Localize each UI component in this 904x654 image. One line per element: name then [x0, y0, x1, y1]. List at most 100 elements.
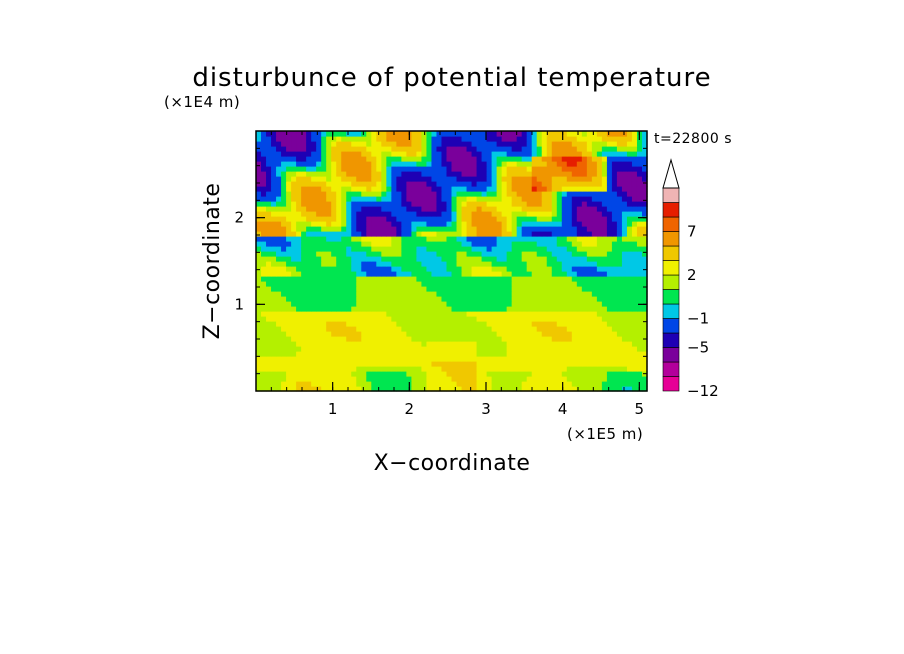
heatmap-cell — [591, 151, 598, 157]
x-tick-label: 2 — [405, 400, 415, 418]
heatmap-cell — [641, 331, 648, 337]
heatmap-cell — [611, 251, 618, 257]
heatmap-cell — [401, 251, 407, 257]
heatmap-cell — [566, 346, 573, 352]
heatmap-cell — [576, 131, 583, 137]
heatmap-cell — [296, 256, 302, 262]
heatmap-cell — [311, 231, 317, 237]
heatmap-cell — [596, 351, 603, 357]
heatmap-cell — [536, 376, 543, 382]
heatmap-cell — [341, 236, 347, 242]
heatmap-cell — [321, 366, 327, 372]
heatmap-cell — [271, 281, 277, 287]
heatmap-cell — [446, 181, 453, 187]
heatmap-cell — [521, 221, 528, 227]
heatmap-cell — [561, 201, 568, 207]
heatmap-cell — [446, 336, 453, 342]
heatmap-cell — [316, 136, 322, 142]
heatmap-cell — [606, 366, 613, 372]
heatmap-cell — [271, 286, 277, 292]
heatmap-cell — [386, 226, 392, 232]
heatmap-cell — [581, 206, 588, 212]
heatmap-cell — [441, 281, 448, 287]
heatmap-cell — [306, 166, 312, 172]
heatmap-cell — [541, 176, 548, 182]
heatmap-cell — [591, 211, 598, 217]
heatmap-cell — [491, 246, 498, 252]
heatmap-cell — [521, 236, 528, 242]
heatmap-cell — [421, 261, 428, 267]
heatmap-cell — [431, 351, 438, 357]
heatmap-cell — [511, 161, 518, 167]
heatmap-cell — [631, 351, 638, 357]
heatmap-cell — [306, 191, 312, 197]
heatmap-cell — [371, 161, 377, 167]
heatmap-cell — [401, 206, 407, 212]
heatmap-cell — [456, 286, 463, 292]
heatmap-cell — [626, 326, 633, 332]
heatmap-cell — [596, 216, 603, 222]
heatmap-cell — [256, 351, 262, 357]
heatmap-cell — [486, 296, 493, 302]
heatmap-cell — [601, 306, 608, 312]
heatmap-cell — [316, 231, 322, 237]
heatmap-cell — [576, 281, 583, 287]
heatmap-cell — [626, 236, 633, 242]
heatmap-cell — [331, 326, 337, 332]
heatmap-cell — [356, 181, 362, 187]
heatmap-cell — [616, 341, 623, 347]
heatmap-cell — [401, 166, 407, 172]
heatmap-cell — [421, 311, 428, 317]
heatmap-cell — [291, 371, 297, 377]
heatmap-cell — [411, 321, 418, 327]
heatmap-cell — [576, 201, 583, 207]
heatmap-cell — [401, 331, 407, 337]
heatmap-cell — [556, 341, 563, 347]
heatmap-cell — [606, 281, 613, 287]
heatmap-cell — [446, 236, 453, 242]
heatmap-cell — [411, 371, 418, 377]
heatmap-cell — [471, 346, 478, 352]
heatmap-cell — [406, 326, 412, 332]
heatmap-cell — [526, 296, 533, 302]
heatmap-cell — [541, 131, 548, 137]
heatmap-cell — [426, 321, 433, 327]
heatmap-cell — [281, 351, 287, 357]
heatmap-cell — [406, 271, 412, 277]
heatmap-cell — [306, 386, 312, 392]
heatmap-cell — [436, 191, 443, 197]
heatmap-cell — [541, 331, 548, 337]
heatmap-cell — [346, 211, 352, 217]
heatmap-cell — [351, 366, 357, 372]
heatmap-cell — [551, 206, 558, 212]
heatmap-cell — [516, 301, 523, 307]
heatmap-cell — [511, 351, 518, 357]
heatmap-cell — [266, 181, 272, 187]
heatmap-cell — [526, 146, 533, 152]
heatmap-cell — [311, 296, 317, 302]
heatmap-cell — [306, 221, 312, 227]
heatmap-cell — [471, 221, 478, 227]
x-tick-label: 4 — [558, 400, 568, 418]
heatmap-cell — [621, 266, 628, 272]
heatmap-cell — [556, 356, 563, 362]
heatmap-cell — [451, 271, 458, 277]
heatmap-cell — [451, 331, 458, 337]
heatmap-cell — [581, 201, 588, 207]
heatmap-cell — [371, 221, 377, 227]
heatmap-cell — [621, 346, 628, 352]
heatmap-cell — [426, 261, 433, 267]
heatmap-cell — [411, 151, 418, 157]
heatmap-cell — [466, 251, 473, 257]
heatmap-cell — [466, 206, 473, 212]
heatmap-cell — [416, 286, 423, 292]
heatmap-cell — [571, 161, 578, 167]
heatmap-cell — [301, 311, 307, 317]
heatmap-cell — [431, 211, 438, 217]
heatmap-cell — [376, 226, 382, 232]
heatmap-cell — [316, 246, 322, 252]
heatmap-cell — [486, 146, 493, 152]
heatmap-cell — [436, 311, 443, 317]
heatmap-cell — [271, 191, 277, 197]
heatmap-cell — [516, 296, 523, 302]
